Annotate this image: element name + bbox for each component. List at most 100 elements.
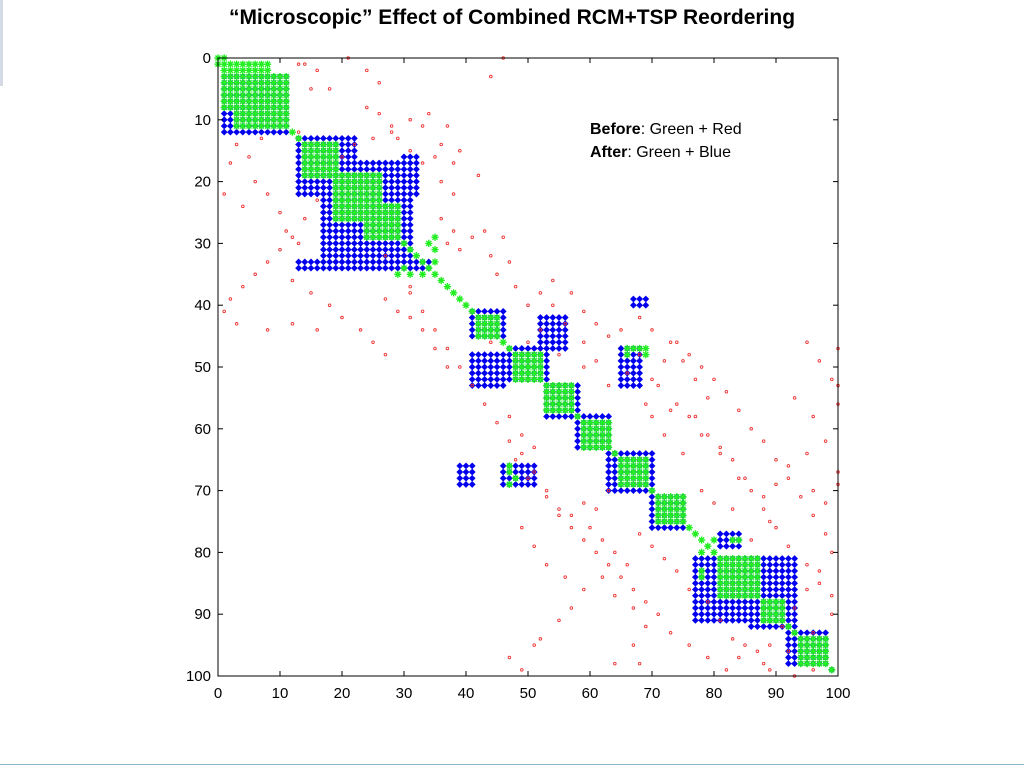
red-point [526,476,530,480]
green-point [803,647,811,655]
blue-point [320,227,327,235]
blue-point [611,468,619,476]
blue-point [369,264,377,272]
green-point [264,66,272,74]
red-point [582,365,586,369]
green-point [784,622,792,631]
green-point [753,592,761,600]
red-point [799,495,803,499]
blue-point [791,647,798,655]
green-point [623,344,631,353]
blue-point [574,425,581,433]
blue-point [456,462,464,470]
green-point [357,215,365,223]
blue-point [623,450,631,457]
blue-point [388,264,395,272]
green-point [369,171,377,180]
blue-point [326,196,333,204]
blue-point [499,326,507,334]
green-point [747,592,755,600]
green-point [747,554,755,563]
blue-point [642,295,650,303]
green-point [623,351,631,359]
red-point [613,661,617,666]
green-point [735,567,743,575]
blue-point [487,351,495,359]
x-tick-label: 60 [582,685,599,702]
red-point [383,254,388,258]
green-point [344,215,352,223]
red-point [315,68,319,73]
red-point [594,359,598,363]
green-point [729,536,737,544]
green-point [623,462,631,470]
green-point [598,425,606,433]
blue-point [723,610,730,618]
green-point [239,72,247,81]
red-point [427,111,431,116]
blue-point [741,604,749,612]
blue-point [363,165,371,173]
blue-point [760,573,767,581]
blue-point [710,604,718,612]
blue-point [351,153,358,161]
blue-point [320,209,327,216]
red-point [588,525,592,530]
left-edge-strip [0,0,3,86]
green-point [667,493,675,501]
green-point [536,363,544,371]
red-point [582,309,586,314]
blue-point [344,134,352,142]
blue-point [332,264,340,272]
blue-point [493,382,501,389]
green-point [518,375,526,383]
green-point [803,653,811,662]
blue-point [710,592,718,600]
green-point [549,400,557,408]
red-point [563,321,567,326]
blue-point [481,357,488,365]
green-point [338,202,346,210]
blue-point [549,345,557,352]
green-point [729,592,737,600]
blue-point [481,307,488,315]
blue-point [561,338,569,346]
red-point [606,383,611,388]
red-point [805,587,809,592]
green-point [282,103,290,112]
red-point [520,451,524,456]
green-point [809,641,817,649]
green-point [276,91,284,99]
green-point [549,406,557,414]
blue-point [704,579,712,587]
legend: Before: Green + Red After: Green + Blue [590,118,742,164]
blue-point [351,141,358,148]
green-point [654,511,662,519]
blue-point [388,252,395,260]
green-point [679,517,687,526]
y-tick-label: 100 [186,668,211,685]
green-point [276,97,284,105]
red-point [340,315,344,320]
blue-point [351,227,358,235]
green-point [264,72,272,81]
blue-point [394,165,402,173]
green-point [245,66,253,74]
green-point [233,79,241,87]
blue-point [357,233,364,241]
green-point [313,153,321,161]
green-point [344,202,352,210]
blue-point [506,357,513,365]
green-point [245,122,253,130]
red-point [241,204,245,209]
blue-point [332,221,340,229]
red-point [352,142,357,147]
green-point [251,60,259,68]
series-green [214,54,836,674]
green-point [704,542,712,550]
green-point [803,641,811,649]
blue-point [512,345,519,352]
green-point [481,326,489,334]
blue-point [406,190,414,198]
green-point [536,369,544,377]
